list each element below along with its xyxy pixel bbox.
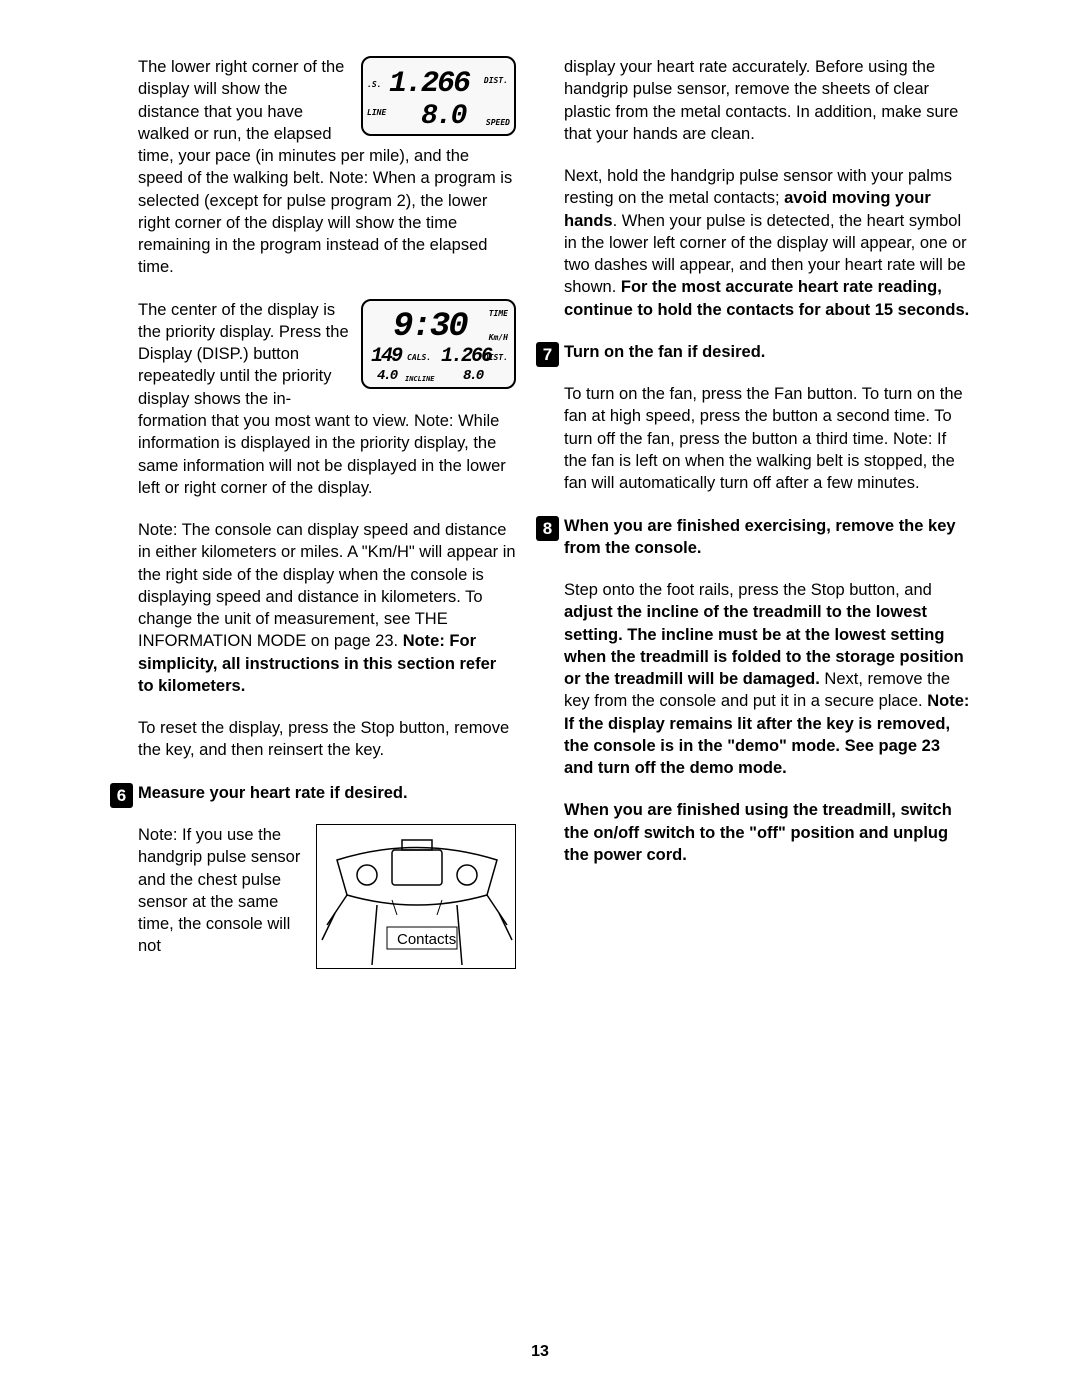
- step-6-number: 6: [110, 783, 133, 808]
- dist2-label: DIST.: [484, 353, 508, 364]
- speed-value: 8.0: [421, 98, 465, 136]
- p3a: Note: The console can display speed and …: [138, 521, 516, 650]
- time-label: TIME: [489, 309, 508, 320]
- p2-rest: formation that you most want to view. No…: [138, 412, 506, 497]
- step-7-number: 7: [536, 342, 559, 367]
- console-line-drawing: Contacts: [316, 824, 516, 969]
- r-p2d: For the most accurate heart rate reading…: [564, 278, 969, 318]
- contacts-label: Contacts: [397, 930, 456, 950]
- cals-label: CALS.: [407, 353, 431, 364]
- step-6-title: Measure your heart rate if desired.: [138, 784, 408, 802]
- r-p1: display your heart rate accurately. Befo…: [564, 56, 970, 145]
- dist-label: DIST.: [484, 76, 508, 87]
- p4: To reset the display, press the Stop but…: [138, 717, 516, 762]
- p1-float: The lower right corner of the display wi…: [138, 58, 365, 165]
- s-label: .S.: [367, 80, 381, 91]
- step7-p1: To turn on the fan, press the Fan button…: [564, 383, 970, 494]
- step-8-number: 8: [536, 516, 559, 541]
- speed-label: SPEED: [486, 118, 510, 129]
- line-label: LINE: [367, 108, 386, 119]
- page-number: 13: [0, 1341, 1080, 1363]
- step-7-title: Turn on the fan if desired.: [564, 343, 765, 361]
- p1-rest: mile), and the speed of the walking belt…: [138, 147, 512, 276]
- p2-float: The center of the display is the priorit…: [138, 301, 349, 408]
- lcd-display-1: .S. 1.266 DIST. LINE 8.0 SPEED: [361, 56, 516, 136]
- step8-p2: When you are finished using the treadmil…: [564, 799, 970, 866]
- step8-p1a: Step onto the foot rails, press the Stop…: [564, 581, 932, 599]
- lcd-display-2: 9:30 TIME Km/H 149 CALS. 1.266 DIST. 4.0…: [361, 299, 516, 389]
- cals-value: 149: [371, 343, 401, 370]
- kmh-label: Km/H: [489, 333, 508, 344]
- speed2-value: 8.0: [463, 367, 482, 386]
- incline-value: 4.0: [377, 367, 396, 386]
- incline-label: INCLINE: [405, 375, 435, 384]
- step-8-title: When you are finished exercising, remove…: [564, 517, 956, 557]
